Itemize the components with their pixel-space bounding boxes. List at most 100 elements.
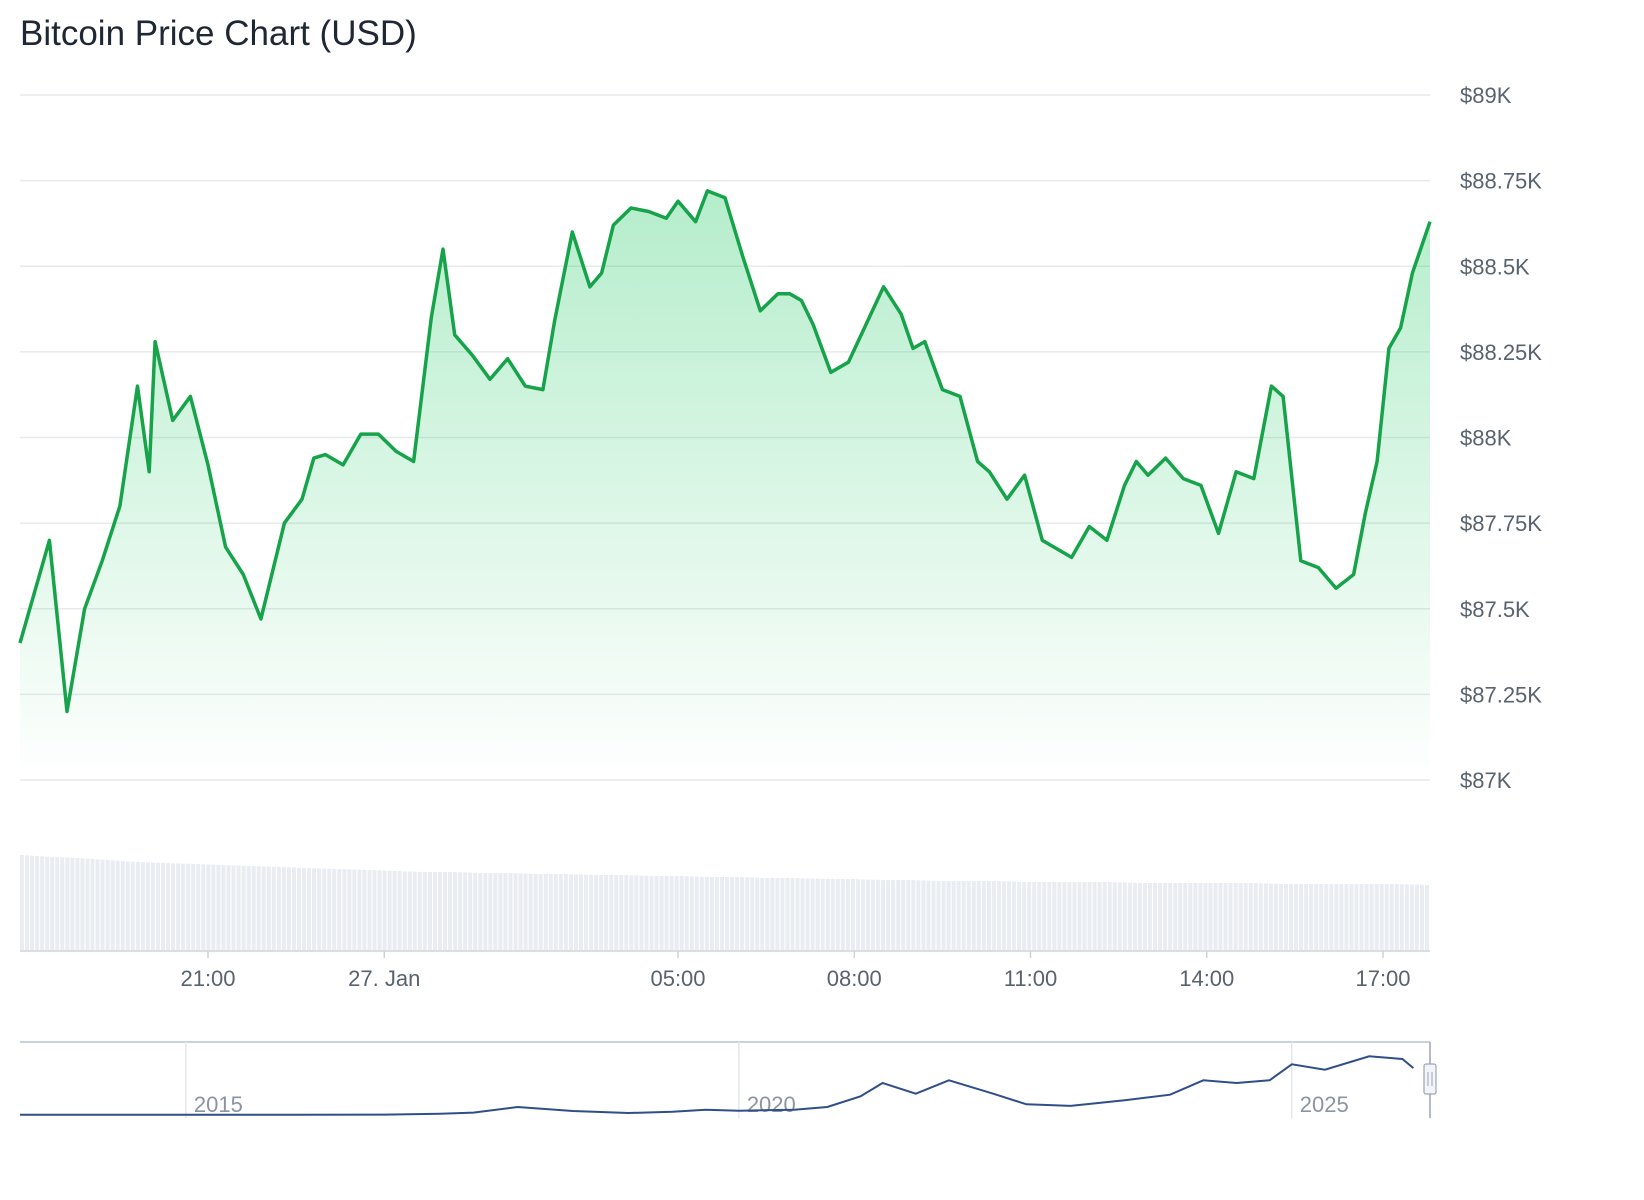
volume-bar (1419, 884, 1424, 950)
volume-bar (780, 878, 785, 950)
volume-bar (1243, 883, 1248, 950)
volume-bar (417, 871, 422, 950)
volume-bar (704, 876, 709, 950)
volume-bar (291, 867, 296, 950)
x-tick-label: 08:00 (827, 966, 882, 991)
volume-bar (342, 869, 347, 950)
volume-bar (578, 874, 583, 950)
navigator-tick-label: 2020 (747, 1092, 796, 1117)
volume-bar (1268, 883, 1273, 950)
volume-bar (226, 865, 231, 950)
volume-bar (296, 867, 301, 950)
volume-bar (55, 857, 60, 950)
volume-bar (573, 874, 578, 950)
volume-bar (901, 880, 906, 950)
x-tick-label: 21:00 (180, 966, 235, 991)
volume-bar (815, 878, 820, 950)
volume-bar (1007, 881, 1012, 950)
volume-bar (1001, 881, 1006, 950)
volume-bar (1198, 883, 1203, 950)
volume-bar (1253, 883, 1258, 950)
volume-bar (1163, 883, 1168, 950)
volume-bar (619, 875, 624, 950)
volume-bar (1329, 884, 1334, 950)
volume-bar (463, 872, 468, 950)
volume-bar (679, 876, 684, 950)
volume-bar (911, 880, 916, 950)
volume-bar (1188, 883, 1193, 950)
volume-bar (367, 870, 372, 950)
volume-bar (488, 873, 493, 950)
volume-bar (1283, 884, 1288, 950)
volume-bar (684, 876, 689, 950)
volume-bar (1127, 882, 1132, 950)
y-tick-label: $88K (1460, 426, 1512, 451)
volume-bar (800, 878, 805, 950)
volume-bar (1032, 882, 1037, 950)
y-tick-label: $87.75K (1460, 511, 1542, 536)
volume-bar (1424, 885, 1429, 950)
volume-bar (150, 862, 155, 950)
volume-bar (629, 875, 634, 950)
volume-bar (221, 865, 226, 950)
volume-bar (1042, 882, 1047, 950)
x-axis-labels: 21:00 27. Jan 05:00 08:00 11:00 14:00 17:00 (20, 950, 1430, 991)
x-tick-label: 14:00 (1179, 966, 1234, 991)
volume-bar (1294, 884, 1299, 950)
volume-bar (840, 879, 845, 950)
volume-bar (256, 866, 261, 950)
navigator-handle[interactable] (1423, 1063, 1437, 1095)
volume-bar (735, 877, 740, 950)
volume-bar (211, 864, 216, 950)
volume-bar (805, 878, 810, 950)
volume-bar (991, 881, 996, 950)
volume-bar (80, 858, 85, 950)
x-tick-label: 05:00 (650, 966, 705, 991)
volume-bar (624, 875, 629, 950)
volume-bar (271, 866, 276, 950)
volume-bar (820, 878, 825, 950)
volume-bar (765, 877, 770, 950)
volume-bar (1319, 884, 1324, 950)
volume-bar (75, 857, 80, 950)
volume-bar (392, 870, 397, 950)
y-tick-label: $89K (1460, 83, 1512, 108)
volume-bar (206, 864, 211, 950)
volume-bar (760, 877, 765, 950)
volume-bar (589, 874, 594, 950)
volume-bar (181, 863, 186, 950)
volume-bar (352, 869, 357, 950)
volume-bar (422, 872, 427, 950)
volume-bar (563, 874, 568, 950)
volume-bar (1314, 884, 1319, 950)
volume-bar (941, 881, 946, 950)
volume-bar (1072, 882, 1077, 950)
volume-bar (498, 873, 503, 950)
volume-bar (740, 877, 745, 950)
volume-bar (201, 864, 206, 950)
volume-bar (1203, 883, 1208, 950)
volume-bar (966, 881, 971, 950)
volume-bar (261, 866, 266, 950)
volume-bar (825, 879, 830, 950)
volume-bar (553, 874, 558, 950)
volume-bar (1102, 882, 1107, 950)
volume-bar (478, 872, 483, 950)
volume-bar (548, 874, 553, 950)
volume-bar (130, 861, 135, 950)
volume-bar (1037, 882, 1042, 950)
volume-bar (382, 870, 387, 950)
volume-bar (1384, 884, 1389, 950)
volume-bar (976, 881, 981, 950)
volume-bar (437, 872, 442, 950)
volume-bar (468, 872, 473, 950)
x-tick-label: 27. Jan (348, 966, 420, 991)
volume-bar (246, 865, 251, 950)
volume-bar (1117, 882, 1122, 950)
volume-bar (25, 855, 30, 950)
navigator[interactable]: 2015 2020 2025 (19, 1041, 1437, 1118)
volume-bar (322, 868, 327, 950)
volume-bar (699, 876, 704, 950)
volume-bar (166, 863, 171, 950)
volume-bar (855, 879, 860, 950)
